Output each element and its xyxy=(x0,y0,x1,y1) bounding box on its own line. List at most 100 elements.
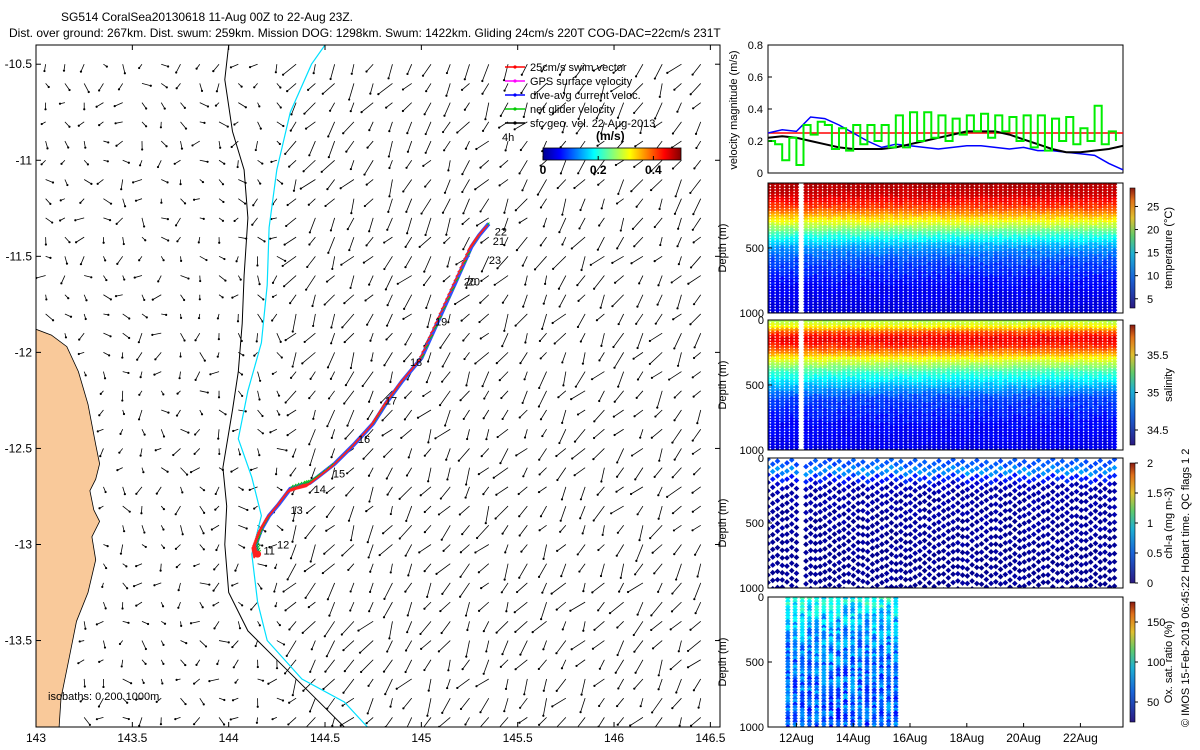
vector-arrow xyxy=(199,390,209,394)
day-label: 12 xyxy=(277,539,289,551)
vector-shaft xyxy=(500,159,509,168)
vector-shaft xyxy=(693,390,701,397)
data-point xyxy=(768,295,771,302)
vector-arrow xyxy=(254,140,258,152)
vector-arrow xyxy=(347,505,355,522)
vector-head xyxy=(106,545,109,548)
vector-shaft xyxy=(407,563,413,576)
vector-head xyxy=(481,129,485,133)
vector-shaft xyxy=(556,717,567,727)
data-point xyxy=(784,210,790,216)
vector-head xyxy=(231,699,235,702)
vector-arrow xyxy=(230,467,239,473)
vector-arrow xyxy=(349,582,355,593)
vector-shaft xyxy=(540,198,547,208)
vector-head xyxy=(384,693,387,696)
vector-arrow xyxy=(577,83,586,94)
vector-head xyxy=(692,303,696,306)
vector-arrow xyxy=(579,198,586,212)
vector-head xyxy=(180,624,183,627)
vector-head xyxy=(381,532,385,535)
vector-head xyxy=(423,607,426,610)
vector-head xyxy=(121,607,124,610)
vector-shaft xyxy=(466,371,470,386)
vector-shaft xyxy=(480,332,490,339)
vector-head xyxy=(617,687,620,690)
data-point xyxy=(784,201,790,208)
vector-arrow xyxy=(524,333,528,344)
vector-arrow xyxy=(658,448,663,462)
vector-arrow xyxy=(199,352,206,362)
vector-head xyxy=(330,455,333,459)
vector-head xyxy=(633,245,636,248)
vector-shaft xyxy=(161,467,168,473)
vector-head xyxy=(425,380,428,384)
isobath-1000m xyxy=(237,45,368,727)
vector-arrow xyxy=(536,179,547,196)
swim-vector xyxy=(251,542,257,548)
vector-arrow xyxy=(610,505,624,515)
vector-shaft xyxy=(312,409,316,419)
vector-arrow xyxy=(218,275,227,282)
vector-head xyxy=(673,88,676,91)
vector-shaft xyxy=(98,83,104,91)
data-point xyxy=(779,201,786,208)
vector-head xyxy=(669,668,672,671)
vector-head xyxy=(455,263,458,266)
vector-arrow xyxy=(634,659,644,674)
vector-head xyxy=(159,569,162,572)
vector-arrow xyxy=(370,352,374,362)
vector-head xyxy=(234,569,237,572)
vector-head xyxy=(274,566,277,570)
vector-arrow xyxy=(199,505,206,514)
vector-shaft xyxy=(340,179,355,189)
vector-arrow xyxy=(479,697,490,714)
vector-arrow xyxy=(312,64,316,75)
vector-shaft xyxy=(141,525,145,533)
vector-arrow xyxy=(593,678,605,687)
vector-arrow xyxy=(541,429,547,438)
vector-shaft xyxy=(308,429,316,445)
vector-arrow xyxy=(98,409,104,417)
vector-head xyxy=(108,354,111,357)
vector-arrow xyxy=(238,524,248,530)
vector-shaft xyxy=(677,217,682,229)
vector-head xyxy=(676,245,679,248)
vector-head xyxy=(230,470,233,473)
vector-head xyxy=(280,182,284,185)
vector-arrow xyxy=(447,313,451,324)
vector-shaft xyxy=(500,102,509,117)
vector-head xyxy=(573,186,576,190)
vector-head xyxy=(203,511,206,514)
vector-shaft xyxy=(538,659,547,670)
vector-shaft xyxy=(302,621,316,634)
vector-shaft xyxy=(425,217,432,236)
vector-shaft xyxy=(503,236,509,246)
vector-arrow xyxy=(122,582,129,590)
vector-head xyxy=(162,259,165,262)
vector-head xyxy=(59,219,62,222)
vector-arrow xyxy=(616,640,625,657)
vector-head xyxy=(482,672,485,675)
vector-head xyxy=(368,610,371,613)
vector-shaft xyxy=(577,717,586,727)
vector-arrow xyxy=(675,678,682,694)
vector-shaft xyxy=(327,352,336,368)
vector-shaft xyxy=(136,352,143,360)
vector-shaft xyxy=(405,198,413,212)
vector-shaft xyxy=(609,601,624,614)
vector-arrow xyxy=(398,486,413,501)
vector-shaft xyxy=(690,256,702,268)
vector-arrow xyxy=(495,486,509,496)
vector-arrow xyxy=(101,582,104,589)
data-point xyxy=(779,281,786,288)
data-point xyxy=(774,247,781,253)
vector-shaft xyxy=(369,582,374,593)
vector-head xyxy=(305,288,308,291)
vector-arrow xyxy=(531,621,547,634)
vector-shaft xyxy=(399,525,413,539)
vector-arrow xyxy=(693,160,702,170)
vector-arrow xyxy=(653,467,663,478)
vector-shaft xyxy=(138,409,143,420)
vector-arrow xyxy=(324,659,335,673)
